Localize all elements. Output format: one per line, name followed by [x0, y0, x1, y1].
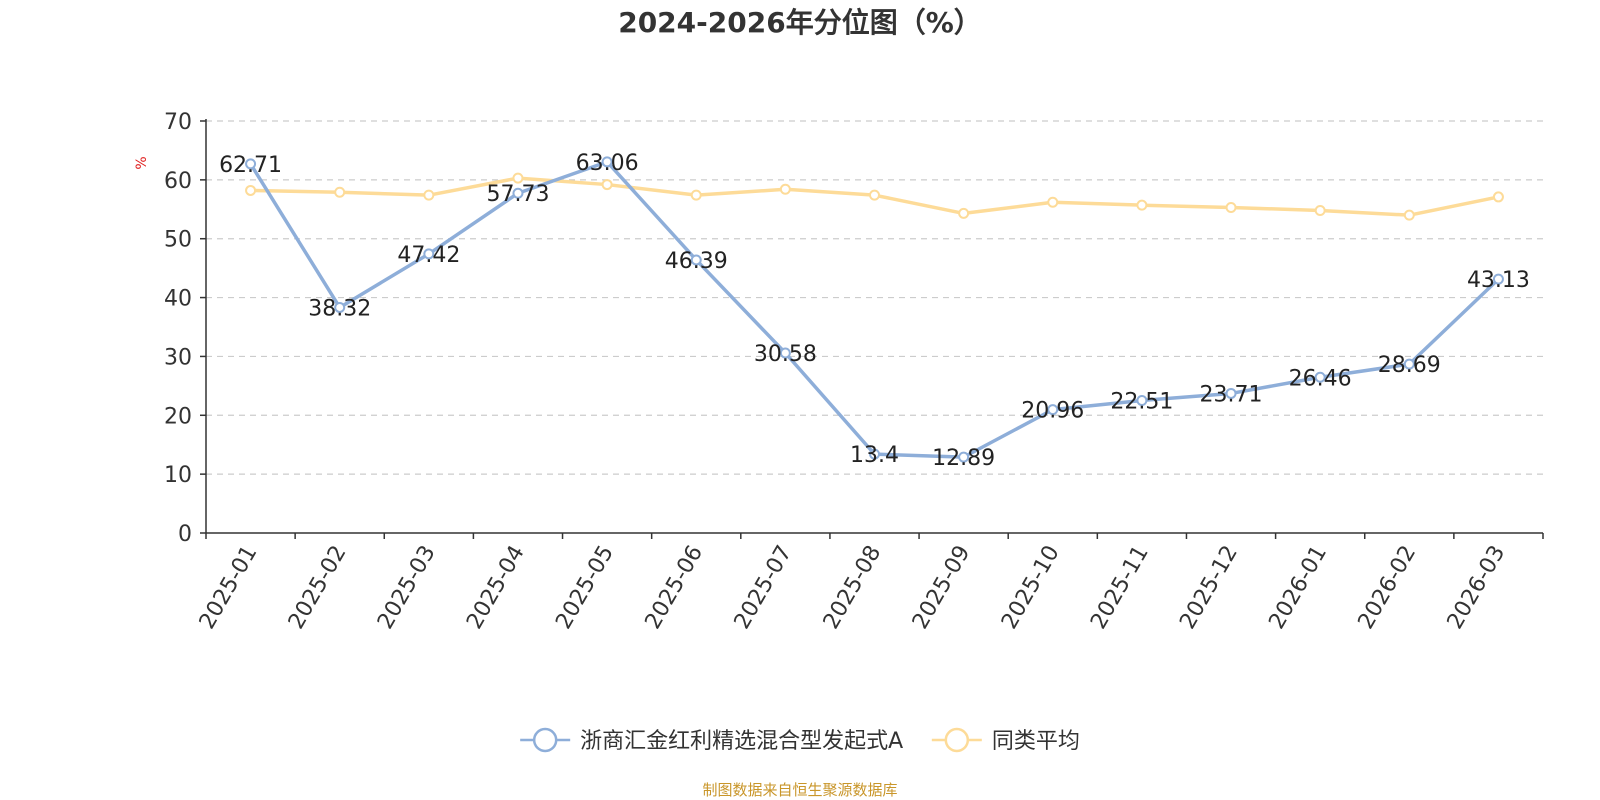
data-point-fund [779, 347, 791, 359]
y-tick-label: 10 [164, 463, 192, 488]
data-label: 38.32 [308, 296, 371, 321]
data-point-fund [1403, 358, 1415, 370]
y-tick-label: 60 [164, 169, 192, 194]
data-label: 22.51 [1110, 390, 1173, 415]
series-group [245, 156, 1504, 463]
chart-title: 2024-2026年分位图（%） [618, 6, 982, 39]
legend-label: 浙商汇金红利精选混合型发起式A [580, 729, 903, 754]
data-label: 63.06 [576, 151, 639, 176]
data-point-peer-average [779, 183, 791, 195]
x-tick-label: 2025-12 [1175, 541, 1243, 633]
legend: 浙商汇金红利精选混合型发起式A 同类平均 [520, 727, 1080, 754]
data-point-fund [1492, 273, 1504, 285]
data-point-peer-average [1492, 191, 1504, 203]
data-point-fund [334, 301, 346, 313]
y-tick-label: 30 [164, 345, 192, 370]
data-label: 26.46 [1289, 366, 1352, 391]
data-point-peer-average [1225, 202, 1237, 214]
x-tick-label: 2025-09 [908, 541, 976, 633]
data-point-fund [1314, 371, 1326, 383]
data-point-fund [1225, 387, 1237, 399]
x-tick-label: 2026-02 [1354, 541, 1422, 633]
series-line-fund [248, 160, 1501, 459]
data-point-peer-average [601, 179, 613, 191]
data-label: 28.69 [1378, 353, 1441, 378]
data-point-peer-average [1403, 209, 1415, 221]
data-point-fund [423, 248, 435, 260]
x-tick-label: 2025-04 [462, 541, 530, 633]
x-tick-label: 2026-01 [1264, 541, 1332, 633]
x-tick-label: 2026-03 [1443, 541, 1511, 633]
data-point-peer-average [1047, 196, 1059, 208]
data-point-peer-average [512, 172, 524, 184]
y-tick-label: 0 [178, 522, 192, 547]
y-tick-label: 70 [164, 110, 192, 135]
x-tick-label: 2025-10 [997, 541, 1065, 633]
data-label: 12.89 [932, 446, 995, 471]
data-point-peer-average [1314, 204, 1326, 216]
data-point-peer-average [1136, 199, 1148, 211]
data-label: 43.13 [1467, 268, 1530, 293]
data-point-fund [1047, 404, 1059, 416]
data-point-fund [512, 187, 524, 199]
x-tick-label: 2025-01 [195, 541, 263, 633]
data-point-peer-average [690, 189, 702, 201]
x-tick-label: 2025-05 [551, 541, 619, 633]
data-point-peer-average [334, 186, 346, 198]
data-point-peer-average [245, 184, 257, 196]
y-axis-label: % [134, 156, 150, 169]
data-label: 46.39 [665, 249, 728, 274]
data-label: 23.71 [1200, 382, 1263, 407]
data-label: 30.58 [754, 342, 817, 367]
data-label: 47.42 [397, 243, 460, 268]
data-label: 13.4 [850, 443, 899, 468]
grid-lines [206, 120, 1543, 475]
data-point-peer-average [423, 189, 435, 201]
data-labels: 62.71 38.32 47.42 57.73 63.06 46.39 30.58 13.4 1… [219, 151, 1530, 471]
legend-item[interactable]: 浙商汇金红利精选混合型发起式A [520, 727, 903, 754]
legend-circle-symbol [944, 727, 970, 753]
y-tick-label: 50 [164, 228, 192, 253]
x-tick-label: 2025-08 [819, 541, 887, 633]
x-tick-label: 2025-03 [373, 541, 441, 633]
x-tick-label: 2025-02 [284, 541, 352, 633]
data-point-fund [690, 254, 702, 266]
data-point-fund [869, 448, 880, 460]
data-point-fund [245, 158, 257, 170]
data-label: 62.71 [219, 153, 282, 178]
data-label: 20.96 [1021, 399, 1084, 424]
data-point-peer-average [958, 207, 970, 219]
data-point-fund [958, 451, 970, 463]
x-tick-label: 2025-11 [1086, 541, 1154, 633]
legend-item[interactable]: 同类平均 [931, 727, 1080, 754]
source-note: 制图数据来自恒生聚源数据库 [702, 781, 897, 799]
y-tick-label: 40 [164, 287, 192, 312]
x-tick-label: 2025-07 [730, 541, 798, 633]
legend-label: 同类平均 [992, 729, 1080, 754]
data-point-fund [1136, 395, 1148, 407]
data-point-peer-average [869, 189, 880, 201]
legend-circle-symbol [532, 727, 558, 753]
data-label: 57.73 [486, 182, 549, 207]
x-tick-label: 2025-06 [640, 541, 708, 633]
y-tick-label: 20 [164, 404, 192, 429]
data-point-fund [601, 156, 613, 168]
